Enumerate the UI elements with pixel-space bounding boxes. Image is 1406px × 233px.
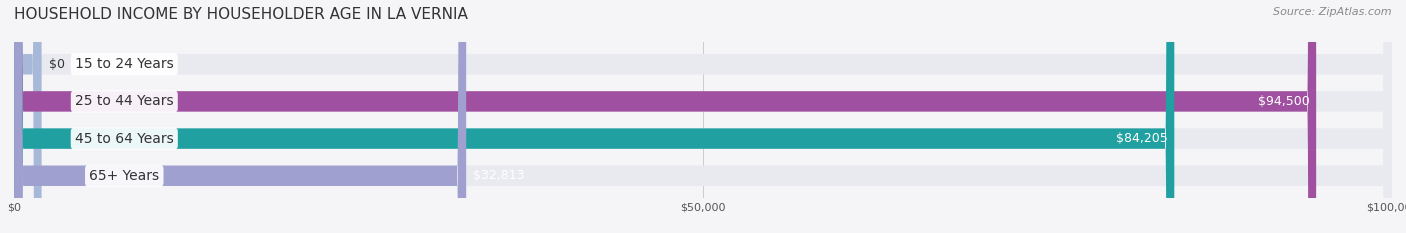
Text: Source: ZipAtlas.com: Source: ZipAtlas.com — [1274, 7, 1392, 17]
Text: HOUSEHOLD INCOME BY HOUSEHOLDER AGE IN LA VERNIA: HOUSEHOLD INCOME BY HOUSEHOLDER AGE IN L… — [14, 7, 468, 22]
FancyBboxPatch shape — [14, 0, 1392, 233]
Text: 65+ Years: 65+ Years — [89, 169, 159, 183]
FancyBboxPatch shape — [14, 0, 1392, 233]
Text: 25 to 44 Years: 25 to 44 Years — [75, 94, 173, 108]
Text: $84,205: $84,205 — [1116, 132, 1167, 145]
FancyBboxPatch shape — [14, 0, 1174, 233]
FancyBboxPatch shape — [14, 0, 1316, 233]
FancyBboxPatch shape — [14, 0, 467, 233]
FancyBboxPatch shape — [14, 0, 1392, 233]
Text: $0: $0 — [48, 58, 65, 71]
FancyBboxPatch shape — [14, 0, 42, 233]
Text: 45 to 64 Years: 45 to 64 Years — [75, 132, 174, 146]
Text: 15 to 24 Years: 15 to 24 Years — [75, 57, 174, 71]
Text: $94,500: $94,500 — [1257, 95, 1309, 108]
Text: $32,813: $32,813 — [472, 169, 524, 182]
FancyBboxPatch shape — [14, 0, 1392, 233]
